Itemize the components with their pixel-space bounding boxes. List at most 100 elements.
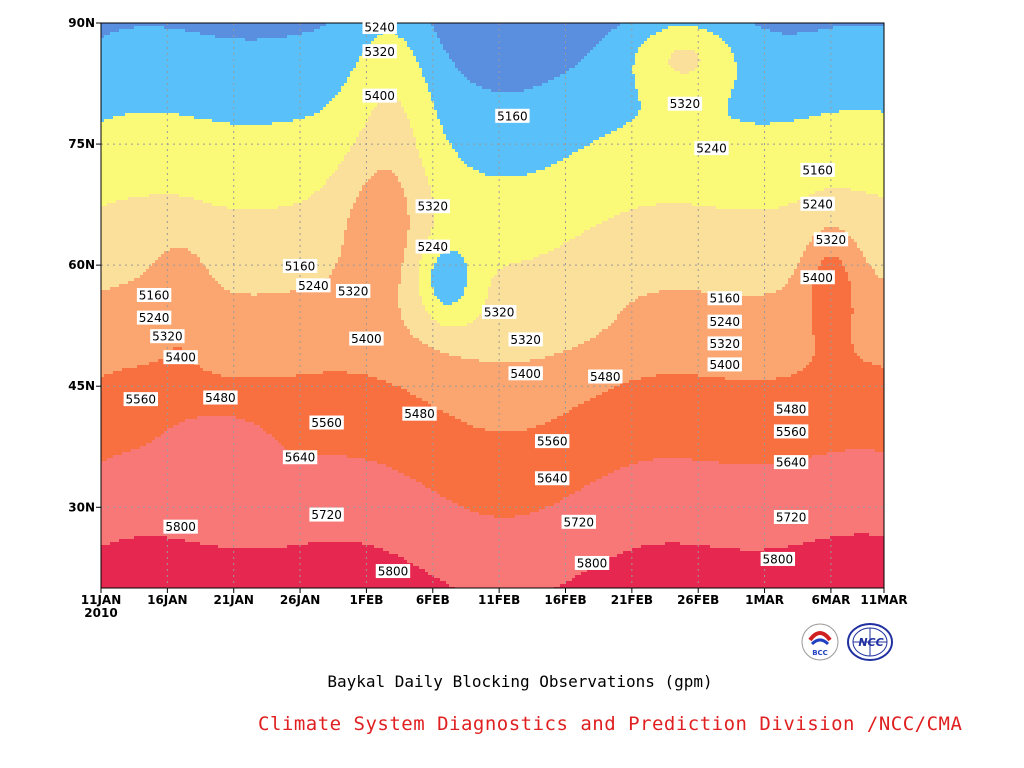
contour-band-cell <box>668 41 672 45</box>
contour-band-cell <box>815 62 819 66</box>
contour-band-cell <box>860 56 864 60</box>
contour-band-cell <box>644 62 648 66</box>
contour-band-cell <box>770 68 774 72</box>
contour-band-cell <box>722 56 726 60</box>
contour-band-cell <box>692 38 696 42</box>
contour-band-cell <box>173 44 177 48</box>
contour-band-cell <box>515 41 519 45</box>
contour-band-cell <box>197 38 201 42</box>
contour-band-cell <box>800 62 804 66</box>
contour-band-cell <box>788 47 792 51</box>
contour-band-cell <box>434 77 438 81</box>
contour-band-cell <box>611 71 615 75</box>
contour-band-cell <box>848 41 852 45</box>
contour-band-cell <box>818 71 822 75</box>
contour-band-cell <box>527 65 531 69</box>
contour-band-cell <box>188 44 192 48</box>
contour-band-cell <box>422 77 426 81</box>
contour-band-cell <box>530 53 534 57</box>
contour-band-cell <box>725 41 729 45</box>
contour-band-cell <box>581 74 585 78</box>
contour-band-cell <box>740 56 744 60</box>
contour-band-cell <box>806 71 810 75</box>
contour-band-cell <box>113 80 117 84</box>
contour-band-cell <box>290 23 294 27</box>
contour-band-cell <box>479 35 483 39</box>
contour-band-cell <box>725 53 729 57</box>
contour-band-cell <box>134 53 138 57</box>
contour-band-cell <box>692 29 696 33</box>
contour-band-cell <box>839 53 843 57</box>
contour-band-cell <box>341 44 345 48</box>
contour-band-cell <box>101 29 105 33</box>
contour-band-cell <box>731 23 735 27</box>
contour-band-cell <box>734 23 738 27</box>
contour-band-cell <box>725 23 729 27</box>
contour-band-cell <box>203 41 207 45</box>
contour-band-cell <box>533 38 537 42</box>
contour-band-cell <box>848 38 852 42</box>
contour-band-cell <box>728 53 732 57</box>
contour-band-cell <box>683 23 687 27</box>
contour-band-cell <box>854 23 858 27</box>
contour-band-cell <box>563 26 567 30</box>
contour-band-cell <box>452 59 456 63</box>
contour-band-cell <box>368 71 372 75</box>
contour-band-cell <box>812 56 816 60</box>
contour-band-cell <box>632 71 636 75</box>
contour-band-cell <box>275 23 279 27</box>
contour-band-cell <box>854 44 858 48</box>
contour-band-cell <box>668 26 672 30</box>
contour-band-cell <box>143 56 147 60</box>
contour-band-cell <box>260 35 264 39</box>
contour-band-cell <box>875 44 879 48</box>
contour-band-cell <box>233 74 237 78</box>
contour-band-cell <box>131 44 135 48</box>
contour-band-cell <box>683 68 687 72</box>
contour-band-cell <box>611 68 615 72</box>
contour-band-cell <box>509 26 513 30</box>
contour-band-cell <box>662 77 666 81</box>
contour-band-cell <box>194 29 198 33</box>
contour-band-cell <box>527 38 531 42</box>
contour-band-cell <box>779 53 783 57</box>
contour-band-cell <box>758 44 762 48</box>
contour-band-cell <box>215 53 219 57</box>
contour-band-cell <box>878 38 882 42</box>
contour-band-cell <box>560 53 564 57</box>
contour-band-cell <box>224 26 228 30</box>
contour-band-cell <box>485 50 489 54</box>
contour-band-cell <box>125 77 129 81</box>
contour-band-cell <box>767 59 771 63</box>
contour-band-cell <box>293 71 297 75</box>
contour-band-cell <box>779 50 783 54</box>
contour-band-cell <box>107 65 111 69</box>
contour-band-cell <box>710 41 714 45</box>
contour-band-cell <box>743 62 747 66</box>
contour-band-cell <box>650 29 654 33</box>
contour-band-cell <box>392 35 396 39</box>
contour-band-cell <box>188 74 192 78</box>
contour-band-cell <box>482 29 486 33</box>
contour-band-cell <box>854 74 858 78</box>
contour-band-cell <box>764 71 768 75</box>
contour-band-cell <box>599 26 603 30</box>
contour-band-cell <box>389 41 393 45</box>
contour-band-cell <box>455 32 459 36</box>
contour-band-cell <box>863 44 867 48</box>
contour-band-cell <box>638 47 642 51</box>
contour-band-cell <box>605 26 609 30</box>
contour-band-cell <box>101 71 105 75</box>
contour-band-cell <box>824 68 828 72</box>
contour-band-cell <box>878 56 882 60</box>
contour-band-cell <box>605 35 609 39</box>
contour-band-cell <box>695 71 699 75</box>
contour-band-cell <box>119 65 123 69</box>
contour-band-cell <box>149 68 153 72</box>
contour-band-cell <box>170 38 174 42</box>
contour-band-cell <box>764 23 768 27</box>
contour-band-cell <box>848 35 852 39</box>
contour-band-cell <box>467 41 471 45</box>
contour-band-cell <box>575 74 579 78</box>
contour-band-cell <box>122 23 126 27</box>
